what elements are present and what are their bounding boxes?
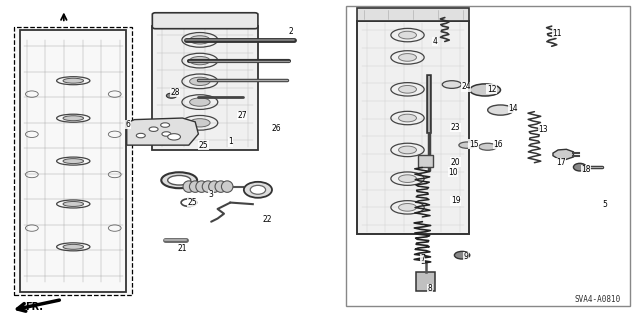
Text: 19: 19	[451, 197, 461, 205]
Ellipse shape	[189, 119, 210, 127]
Text: 25: 25	[198, 141, 209, 150]
Text: 7: 7	[420, 254, 425, 263]
Bar	[14, 27, 132, 295]
Ellipse shape	[488, 105, 513, 115]
Ellipse shape	[479, 143, 497, 150]
Ellipse shape	[196, 181, 207, 192]
Ellipse shape	[202, 181, 214, 192]
Ellipse shape	[221, 181, 233, 192]
Text: 18: 18	[582, 165, 591, 174]
Text: 10: 10	[448, 168, 458, 177]
Text: 4: 4	[433, 37, 438, 46]
Text: 21: 21	[178, 244, 187, 253]
Text: 26: 26	[271, 124, 282, 133]
Ellipse shape	[161, 123, 170, 127]
Ellipse shape	[209, 181, 220, 192]
Ellipse shape	[63, 78, 83, 83]
Ellipse shape	[189, 36, 210, 44]
Ellipse shape	[573, 163, 586, 171]
Ellipse shape	[189, 181, 201, 192]
Text: 28: 28	[171, 88, 180, 97]
Text: 13: 13	[538, 125, 548, 134]
Ellipse shape	[399, 175, 417, 182]
Ellipse shape	[166, 93, 177, 98]
Ellipse shape	[454, 251, 470, 259]
Text: 11: 11	[552, 29, 561, 38]
Ellipse shape	[162, 132, 171, 136]
Text: 20: 20	[451, 158, 461, 167]
Ellipse shape	[149, 127, 158, 131]
Ellipse shape	[399, 114, 417, 122]
Ellipse shape	[399, 85, 417, 93]
Text: 8: 8	[428, 284, 433, 293]
Text: FR.: FR.	[26, 302, 44, 312]
Ellipse shape	[215, 181, 227, 192]
Text: 3: 3	[209, 190, 214, 199]
Ellipse shape	[189, 77, 210, 85]
Bar	[20, 30, 126, 292]
Text: 9: 9	[463, 252, 468, 261]
Text: 14: 14	[508, 104, 518, 113]
Text: SVA4-A0810: SVA4-A0810	[575, 295, 621, 304]
Text: 27: 27	[237, 111, 247, 120]
Bar	[357, 21, 469, 234]
Ellipse shape	[168, 175, 191, 185]
Bar	[357, 8, 469, 21]
Text: 5: 5	[602, 200, 607, 209]
Ellipse shape	[470, 84, 500, 96]
Ellipse shape	[183, 181, 195, 192]
Ellipse shape	[442, 81, 461, 88]
Ellipse shape	[399, 54, 417, 61]
Ellipse shape	[459, 142, 476, 148]
Ellipse shape	[161, 172, 197, 188]
Polygon shape	[553, 149, 573, 160]
Ellipse shape	[189, 56, 210, 65]
FancyBboxPatch shape	[152, 13, 258, 29]
Text: 15: 15	[468, 140, 479, 149]
Ellipse shape	[399, 146, 417, 154]
Text: 25: 25	[187, 198, 197, 207]
Bar	[152, 26, 258, 150]
Polygon shape	[127, 118, 198, 145]
Ellipse shape	[250, 185, 266, 194]
Text: 6: 6	[125, 120, 131, 129]
Text: 17: 17	[556, 158, 566, 167]
Ellipse shape	[63, 116, 83, 121]
Ellipse shape	[189, 98, 210, 106]
Text: 1: 1	[228, 137, 233, 146]
Text: 23: 23	[451, 123, 461, 132]
Text: 24: 24	[461, 82, 471, 91]
Ellipse shape	[63, 202, 83, 206]
Bar	[346, 6, 630, 306]
Text: 12: 12	[487, 85, 496, 94]
Bar	[416, 272, 435, 291]
Ellipse shape	[399, 204, 417, 211]
Ellipse shape	[63, 244, 83, 249]
Bar	[418, 155, 433, 167]
Text: 2: 2	[289, 27, 294, 36]
Text: 22: 22	[263, 215, 272, 224]
Ellipse shape	[63, 159, 83, 164]
Ellipse shape	[399, 31, 417, 39]
Ellipse shape	[244, 182, 272, 198]
Ellipse shape	[136, 133, 145, 138]
Text: 16: 16	[493, 140, 503, 149]
Ellipse shape	[168, 134, 180, 140]
Text: ATM-8: ATM-8	[45, 0, 82, 2]
